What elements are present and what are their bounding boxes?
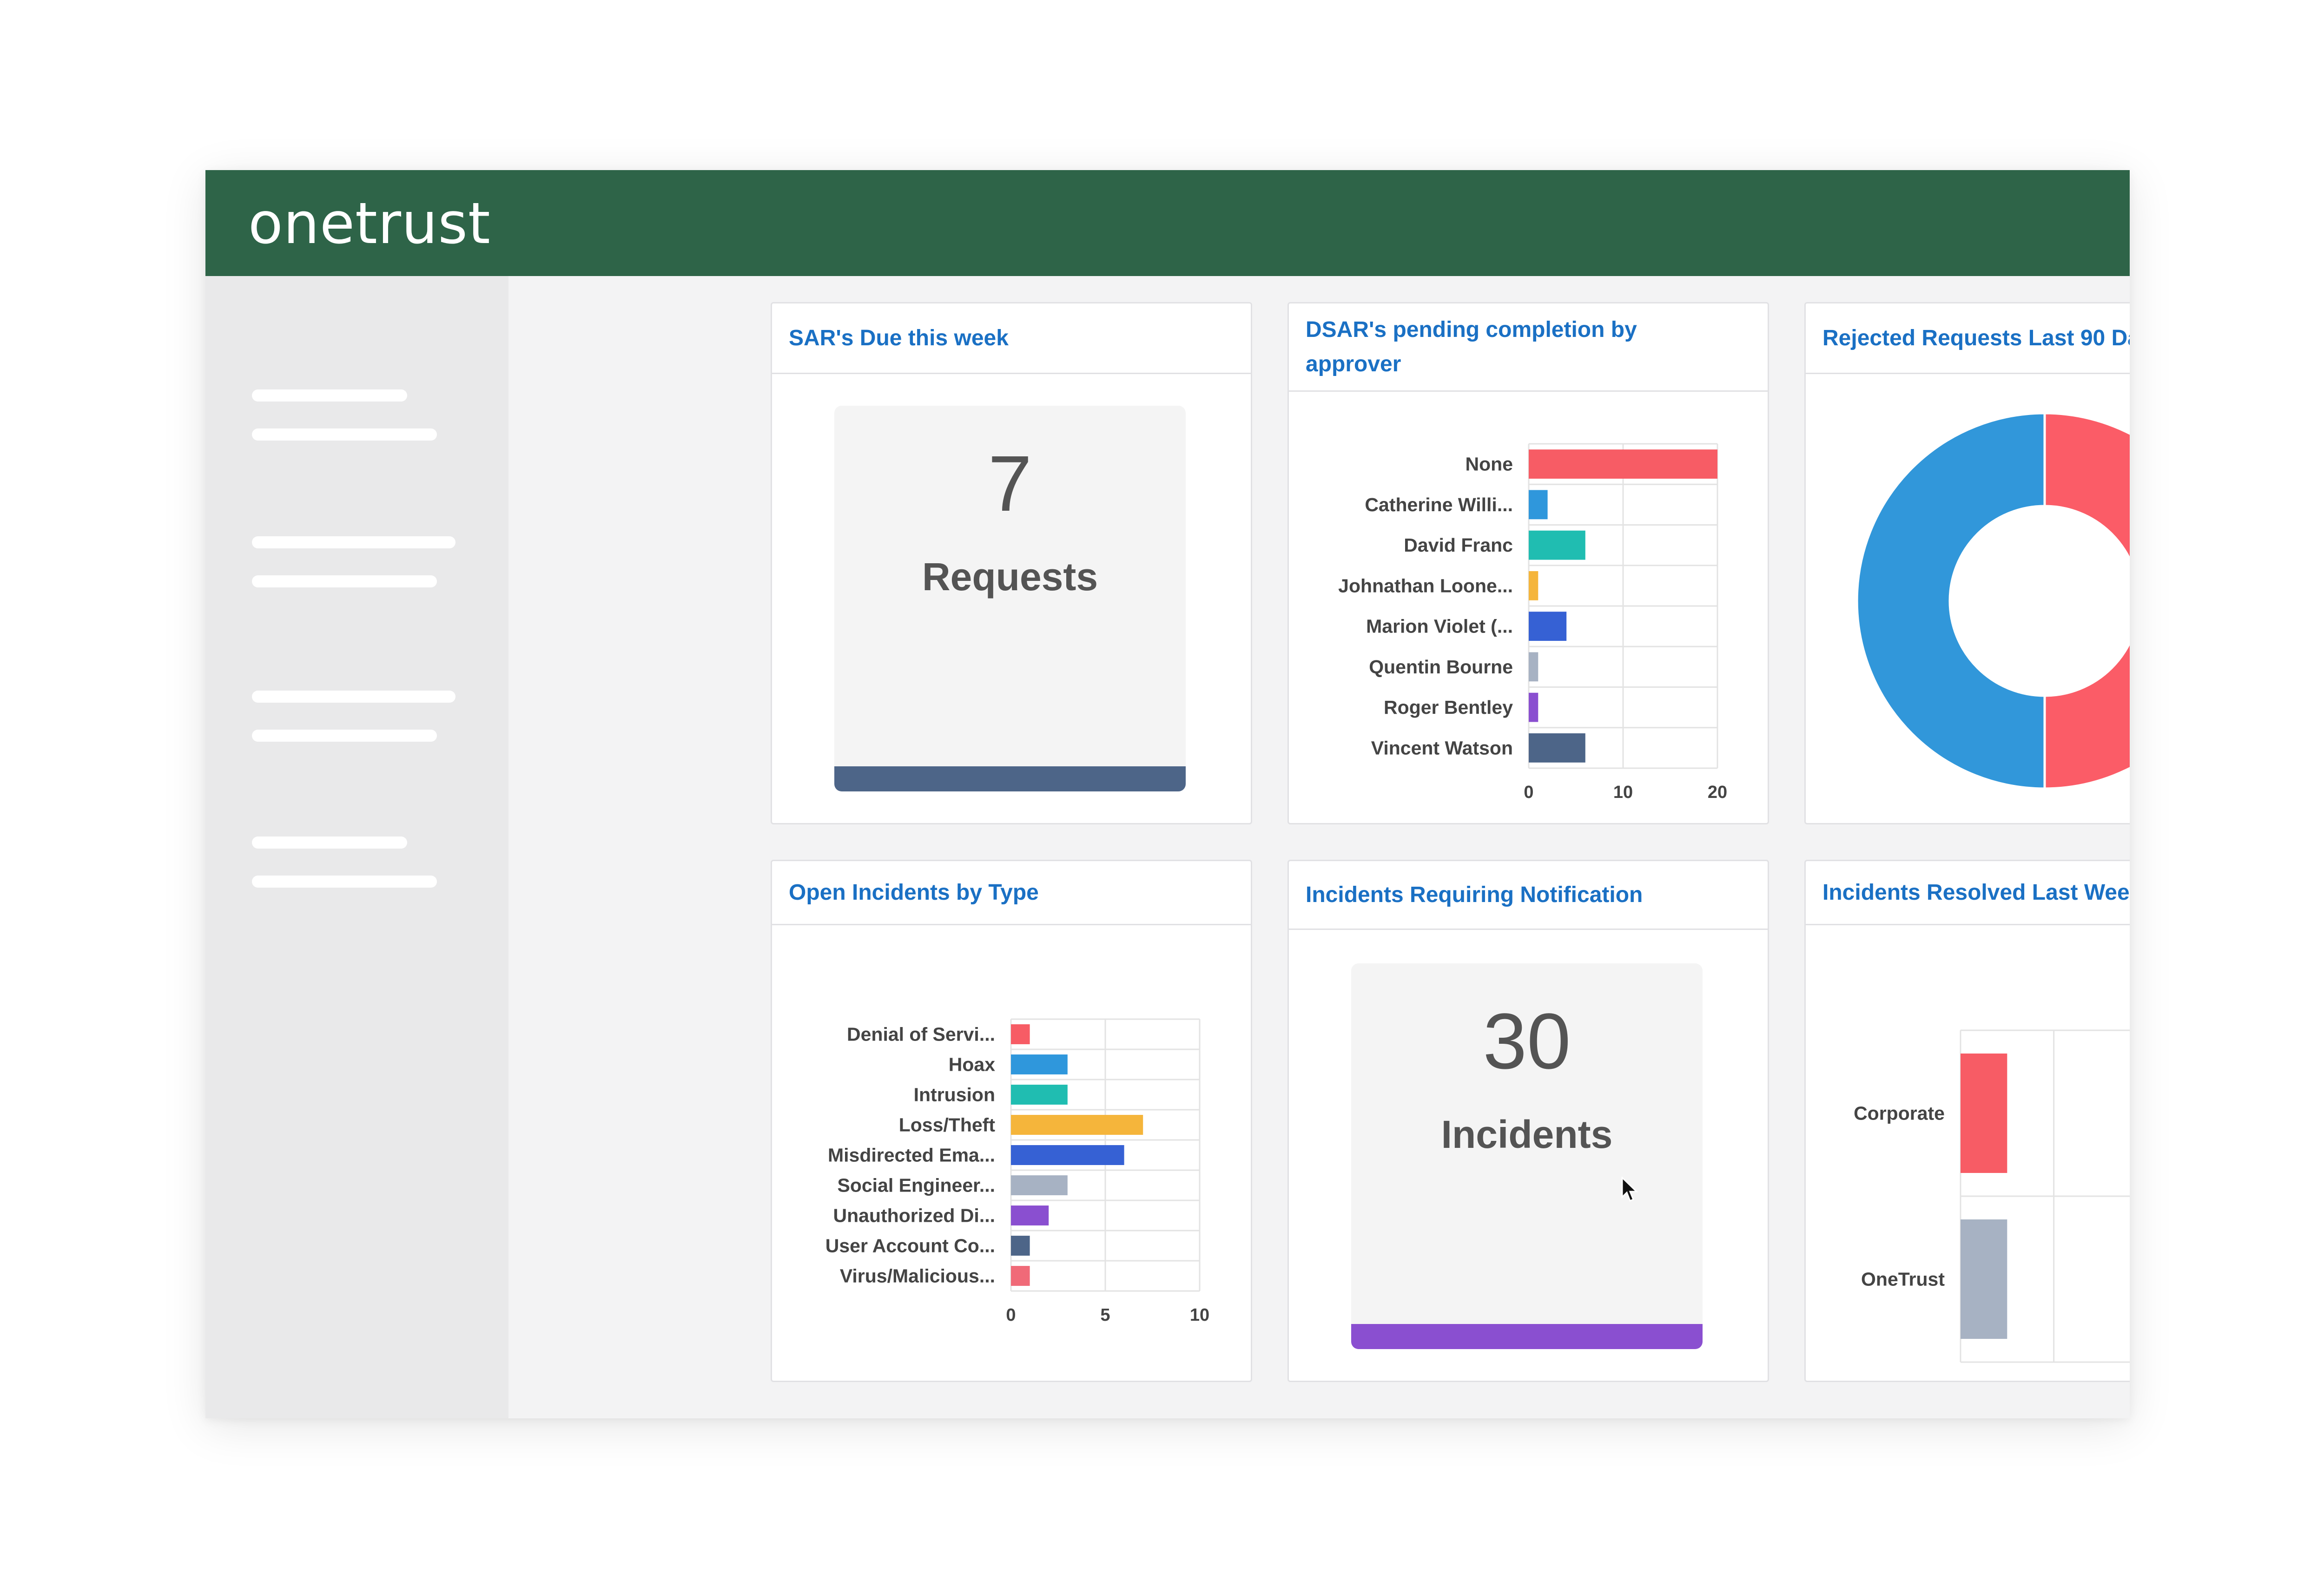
category-label: User Account Co... — [825, 1235, 995, 1257]
bar — [1961, 1053, 2007, 1173]
sidebar-placeholder-line[interactable] — [252, 575, 437, 587]
x-tick-label: 0 — [1006, 1305, 1016, 1325]
category-label: Corporate — [1854, 1103, 1945, 1124]
card-header: SAR's Due this week — [772, 303, 1251, 374]
bar — [1529, 612, 1567, 641]
category-label: Virus/Malicious... — [840, 1265, 995, 1287]
category-label: Intrusion — [914, 1084, 995, 1106]
category-label: Catherine Willi... — [1365, 494, 1513, 515]
card-header: Incidents Requiring Notification — [1289, 861, 1768, 930]
x-tick-label: 10 — [1613, 783, 1633, 802]
sidebar-placeholder-line[interactable] — [252, 730, 437, 742]
metric-value: 7 — [988, 440, 1032, 528]
card-title[interactable]: DSAR's pending completion by approver — [1306, 317, 1637, 376]
category-label: Roger Bentley — [1384, 697, 1513, 718]
app-header: onetrust — [205, 170, 2130, 276]
sars-due-card: SAR's Due this week 7 Requests — [771, 302, 1252, 824]
metric-tile[interactable]: 7 Requests — [834, 406, 1186, 791]
bar — [1011, 1054, 1068, 1074]
category-label: Quentin Bourne — [1369, 656, 1513, 678]
bar — [1011, 1085, 1068, 1105]
dsar-pending-card: DSAR's pending completion by approver 0 1… — [1287, 302, 1769, 824]
category-label: Denial of Servi... — [847, 1024, 995, 1045]
sidebar — [205, 276, 508, 1418]
card-title[interactable]: SAR's Due this week — [789, 325, 1009, 350]
bar — [1529, 571, 1538, 600]
metric-label: Incidents — [1441, 1113, 1613, 1156]
rejected-donut-chart — [1855, 412, 2130, 790]
card-header: DSAR's pending completion by approver — [1289, 303, 1768, 392]
bar — [1011, 1115, 1143, 1135]
dashboard-main: SAR's Due this week 7 Requests DSAR's pe… — [508, 276, 2130, 1418]
card-title[interactable]: Incidents Resolved Last Week — [1822, 880, 2130, 905]
category-label: Unauthorized Di... — [833, 1205, 996, 1226]
open-incidents-card: Open Incidents by Type 0 5 10 Denial of Ser… — [771, 860, 1252, 1382]
sidebar-placeholder-line[interactable] — [252, 837, 407, 849]
category-label: OneTrust — [1861, 1269, 1945, 1290]
onetrust-logo[interactable]: onetrust — [248, 191, 491, 257]
category-label: Loss/Theft — [899, 1114, 996, 1136]
card-title[interactable]: Open Incidents by Type — [789, 880, 1039, 905]
metric-label: Requests — [922, 555, 1098, 599]
x-tick-label: 5 — [1100, 1305, 1110, 1325]
bar — [1961, 1219, 2007, 1339]
donut-slice — [2043, 412, 2130, 790]
bar — [1529, 692, 1538, 722]
bar — [1529, 652, 1538, 682]
metric-bar — [834, 766, 1186, 791]
category-label: Social Engineer... — [837, 1175, 995, 1196]
app-window: onetrust SAR's Due this week 7 Requests … — [205, 170, 2130, 1418]
bar — [1529, 449, 1717, 479]
x-tick-label: 10 — [1190, 1305, 1209, 1325]
category-label: Misdirected Ema... — [828, 1145, 995, 1166]
category-label: Hoax — [949, 1054, 995, 1075]
category-label: Marion Violet (... — [1366, 616, 1513, 637]
category-label: Johnathan Loone... — [1338, 575, 1513, 596]
metric-tile[interactable]: 30 Incidents — [1351, 963, 1703, 1349]
sidebar-placeholder-line[interactable] — [252, 536, 456, 548]
sidebar-placeholder-line[interactable] — [252, 876, 437, 888]
metric-value: 30 — [1483, 997, 1571, 1086]
incidents-resolved-card: Incidents Resolved Last Week 0246Corpora… — [1804, 860, 2130, 1382]
donut-slice — [1855, 412, 2046, 790]
card-title[interactable]: Incidents Requiring Notification — [1306, 882, 1643, 907]
metric-bar — [1351, 1324, 1703, 1349]
x-tick-label: 20 — [1708, 783, 1727, 802]
card-title[interactable]: Rejected Requests Last 90 Days — [1822, 325, 2130, 350]
bar — [1011, 1175, 1068, 1195]
bar — [1011, 1266, 1030, 1286]
card-header: Open Incidents by Type — [772, 861, 1251, 925]
incidents-resolved-bar-chart: 0246CorporateOneTrust — [1854, 1029, 2130, 1377]
incidents-notification-card: Incidents Requiring Notification 30 Inci… — [1287, 860, 1769, 1382]
mouse-cursor-icon — [1621, 1177, 1638, 1202]
sidebar-placeholder-line[interactable] — [252, 691, 456, 703]
bar — [1011, 1205, 1049, 1225]
open-incidents-bar-chart: 0 5 10 Denial of Servi... Hoax Intrusion Loss/… — [825, 1018, 1209, 1325]
bar — [1529, 490, 1548, 520]
bar — [1011, 1145, 1124, 1165]
dsar-bar-chart: 0 10 20 None Catherine Willi... David Franc Jo… — [1338, 443, 1727, 802]
bar — [1011, 1236, 1030, 1256]
bar — [1529, 530, 1585, 560]
x-tick-label: 0 — [1524, 783, 1533, 802]
category-label: David Franc — [1404, 534, 1513, 556]
bar — [1529, 733, 1585, 763]
category-label: None — [1466, 454, 1513, 475]
bar — [1011, 1024, 1030, 1044]
card-header: Incidents Resolved Last Week — [1806, 861, 2130, 925]
sidebar-placeholder-line[interactable] — [252, 428, 437, 441]
card-header: Rejected Requests Last 90 Days — [1806, 303, 2130, 374]
sidebar-placeholder-line[interactable] — [252, 389, 407, 402]
rejected-requests-card: Rejected Requests Last 90 Days — [1804, 302, 2130, 824]
category-label: Vincent Watson — [1371, 737, 1513, 758]
